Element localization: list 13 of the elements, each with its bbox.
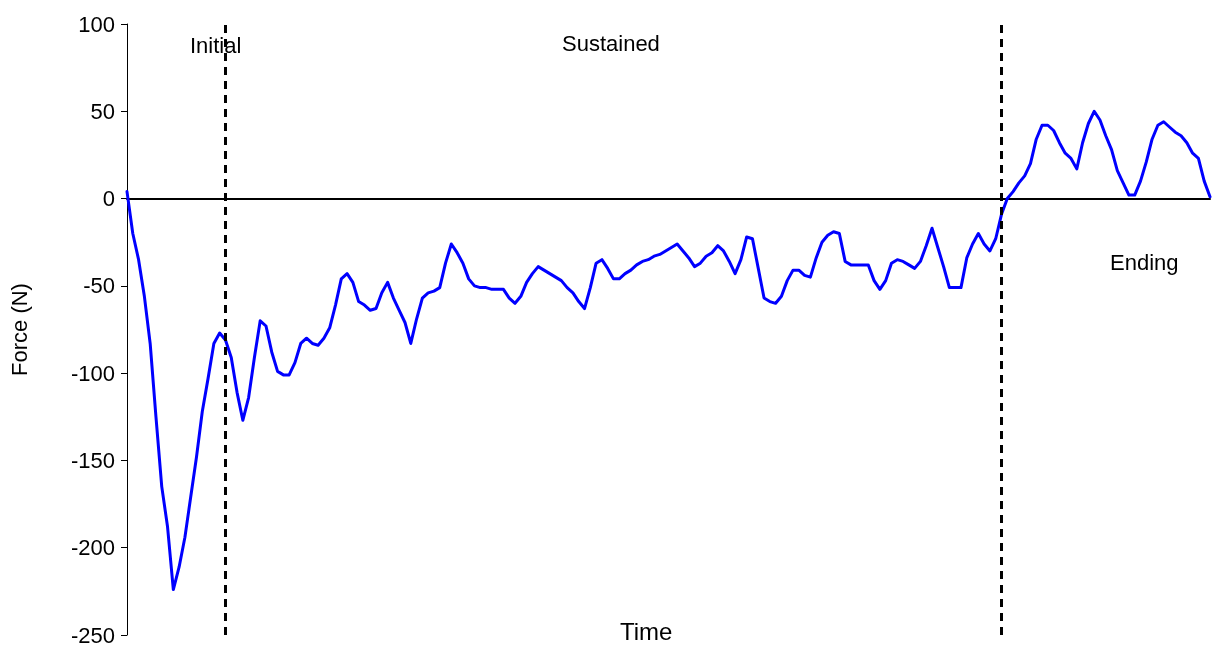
x-axis-title: Time <box>619 617 673 645</box>
y-tick-label: -200 <box>70 535 115 561</box>
y-axis-title: Force (N) <box>6 283 32 376</box>
annotation: Initial <box>190 32 242 58</box>
y-tick-label: -150 <box>70 447 115 473</box>
annotation: Sustained <box>562 30 660 56</box>
y-tick-label: 0 <box>102 186 115 212</box>
y-tick-label: 50 <box>90 98 115 124</box>
y-tick-label: -250 <box>70 622 115 646</box>
y-tick-label: 100 <box>78 11 115 37</box>
annotation: Ending <box>1109 249 1179 275</box>
y-tick-label: -100 <box>70 360 115 386</box>
y-tick-label: -50 <box>83 273 115 299</box>
